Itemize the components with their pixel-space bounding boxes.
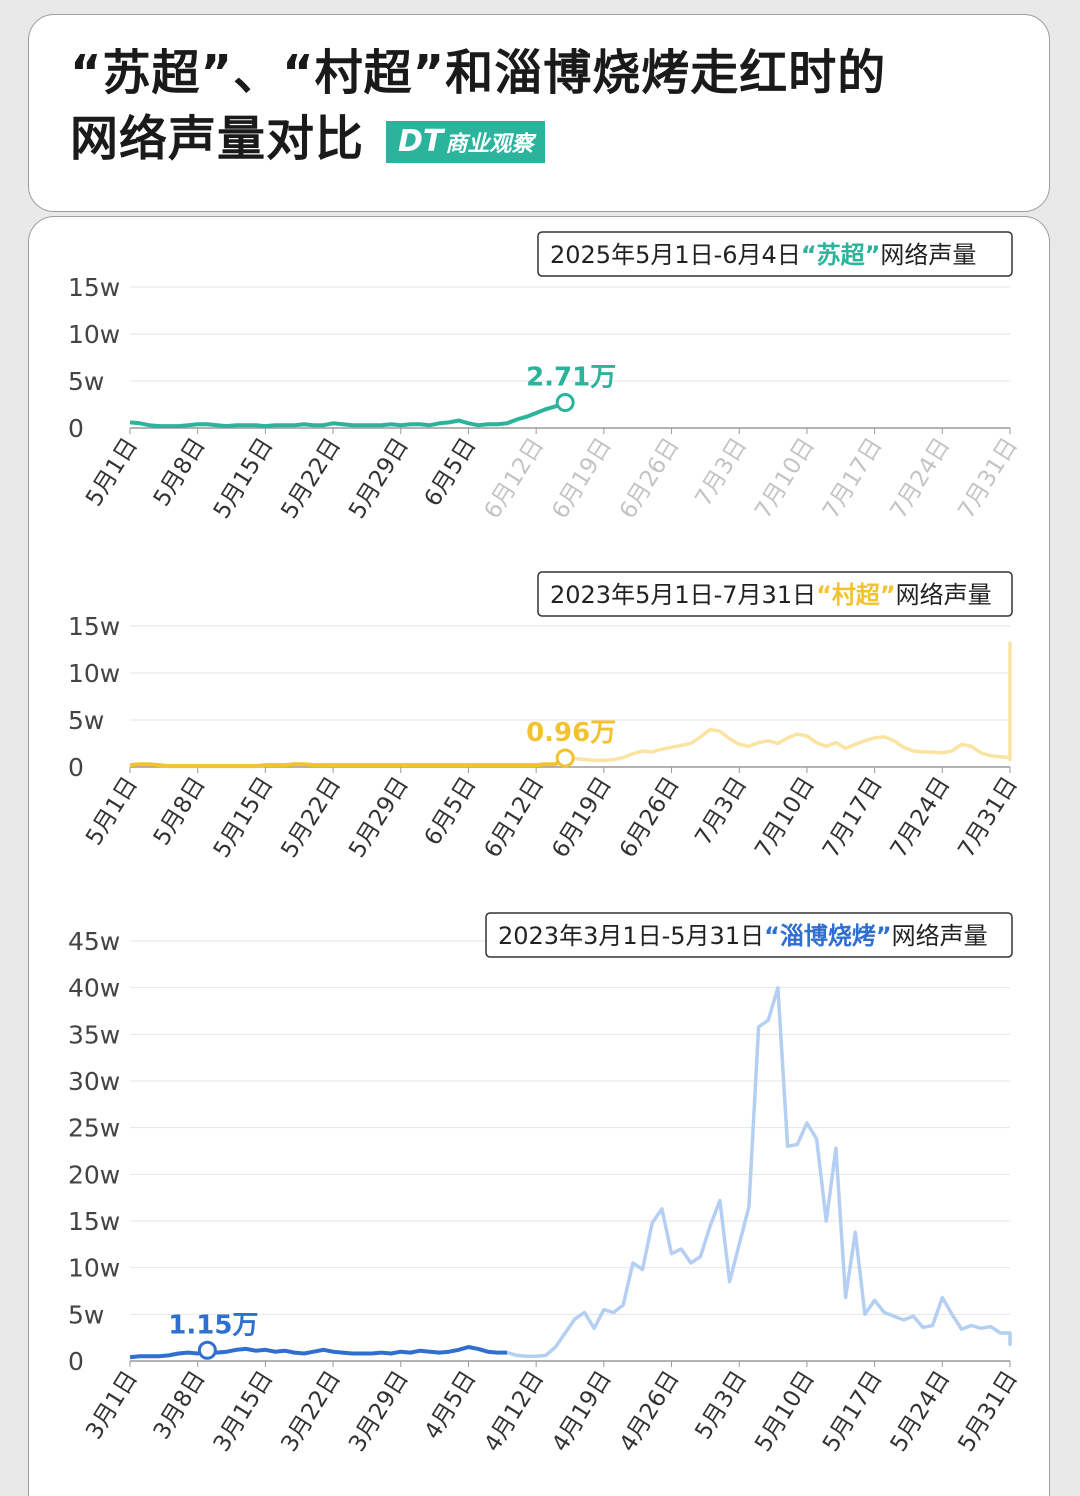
x-tick-label: 4月12日 [480,1366,550,1456]
legend-period: 2023年3月1日-5月31日 [498,922,764,950]
x-tick-label: 6月19日 [547,772,617,862]
x-tick-label: 7月10日 [750,772,820,862]
x-tick-label: 6月26日 [615,772,685,862]
x-tick-label: 5月1日 [81,433,143,511]
series-line-faded [506,985,1012,1359]
legend-box [485,912,1013,958]
x-tick-label: 7月24日 [886,433,956,523]
y-tick-label: 45w [68,927,120,956]
legend-suffix: 网络声量 [880,241,976,269]
x-tick-label: 4月5日 [420,1366,482,1444]
x-tick-label: 7月24日 [886,772,956,862]
x-tick-label: 5月15日 [209,433,279,523]
legend-box [537,231,1013,277]
annotation-marker [555,748,575,768]
x-tick-label: 6月19日 [547,433,617,523]
title-line-2-text: 网络声量对比 [70,111,365,167]
x-tick-label: 7月3日 [690,433,752,511]
x-tick-label: 3月15日 [209,1366,279,1456]
x-tick-label: 6月26日 [615,433,685,523]
x-tick-label: 3月8日 [149,1366,211,1444]
x-tick-label: 7月17日 [818,433,888,523]
legend-box [537,571,1013,617]
legend-highlight: “村超” [816,581,896,609]
chart-card [28,216,1050,1496]
x-tick-label: 5月8日 [149,772,211,850]
y-tick-label: 25w [68,1114,120,1143]
y-tick-label: 15w [68,1207,120,1236]
x-tick-label: 7月10日 [750,433,820,523]
y-tick-label: 0 [68,753,84,782]
y-tick-label: 35w [68,1020,120,1049]
y-tick-label: 15w [68,273,120,302]
legend-suffix: 网络声量 [892,922,988,950]
x-tick-label: 6月12日 [480,433,550,523]
legend-highlight: “淄博烧烤” [764,922,892,950]
y-tick-label: 5w [68,1300,104,1329]
legend-suffix: 网络声量 [896,581,992,609]
legend-period: 2025年5月1日-6月4日 [550,241,801,269]
x-tick-label: 5月8日 [149,433,211,511]
x-tick-label: 5月24日 [886,1366,956,1456]
x-tick-label: 5月22日 [276,433,346,523]
x-tick-label: 3月29日 [344,1366,414,1456]
x-tick-label: 5月1日 [81,772,143,850]
x-tick-label: 7月31日 [953,772,1023,862]
annotation-marker [555,393,575,413]
x-tick-label: 3月22日 [276,1366,346,1456]
y-tick-label: 20w [68,1160,120,1189]
x-tick-label: 7月17日 [818,772,888,862]
x-tick-label: 5月31日 [953,1366,1023,1456]
x-tick-label: 6月12日 [480,772,550,862]
brand-logo-text: 商业观察 [445,132,534,157]
x-tick-label: 4月26日 [615,1366,685,1456]
y-tick-label: 10w [68,320,120,349]
x-tick-label: 7月3日 [690,772,752,850]
title-line-2: 网络声量对比 DT商业观察 [70,106,886,172]
brand-logo: DT商业观察 [386,121,546,163]
x-tick-label: 5月22日 [276,772,346,862]
annotation-label: 1.15万 [168,1310,258,1340]
x-tick-label: 7月31日 [953,433,1023,523]
x-tick-label: 5月29日 [344,433,414,523]
y-tick-label: 40w [68,974,120,1003]
page-title: “苏超”、“村超”和淄博烧烤走红时的 网络声量对比 DT商业观察 [70,40,886,172]
y-tick-label: 30w [68,1067,120,1096]
x-tick-label: 3月1日 [81,1366,143,1444]
series-line [129,1345,508,1360]
x-tick-label: 5月17日 [818,1366,888,1456]
y-tick-label: 10w [68,1254,120,1283]
x-tick-label: 5月29日 [344,772,414,862]
x-tick-label: 5月3日 [690,1366,752,1444]
series-line-faded [565,641,1012,763]
brand-logo-dt: DT [398,124,444,159]
y-tick-label: 5w [68,706,104,735]
y-tick-label: 15w [68,612,120,641]
title-card [28,14,1050,212]
legend-text: 2025年5月1日-6月4日“苏超”网络声量 [550,241,976,269]
legend-period: 2023年5月1日-7月31日 [550,581,816,609]
x-tick-label: 5月15日 [209,772,279,862]
legend-highlight: “苏超” [801,241,881,269]
y-tick-label: 0 [68,414,84,443]
chart-3: 0 5w 10w 15w 20w 25w 30w 35w 40w 45w 3月1日 3月8日3月15日… [68,912,1023,1456]
series-line [129,400,566,429]
annotation-label: 2.71万 [526,363,616,393]
x-tick-label: 4月19日 [547,1366,617,1456]
annotation-marker [197,1340,217,1360]
annotation-label: 0.96万 [526,718,616,748]
y-tick-label: 5w [68,367,104,396]
series-line [129,756,567,769]
y-tick-label: 0 [68,1347,84,1376]
y-tick-label: 10w [68,659,120,688]
x-tick-label: 6月5日 [420,433,482,511]
x-tick-label: 6月5日 [420,772,482,850]
legend-text: 2023年3月1日-5月31日“淄博烧烤”网络声量 [498,922,988,950]
title-line-1: “苏超”、“村超”和淄博烧烤走红时的 [70,45,887,101]
x-tick-label: 5月10日 [750,1366,820,1456]
legend-text: 2023年5月1日-7月31日“村超”网络声量 [550,581,992,609]
